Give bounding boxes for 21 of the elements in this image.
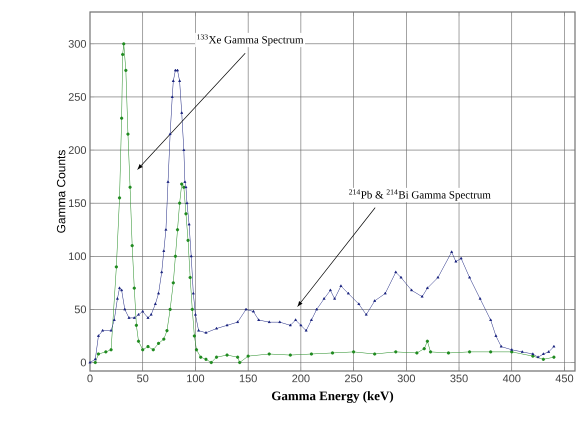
x-tick-label: 150 [240, 374, 257, 382]
x-tick-label: 50 [137, 374, 148, 382]
x-tick-label: 100 [187, 374, 204, 382]
x-tick-label: 0 [87, 374, 93, 382]
y-tick-label: 150 [69, 199, 86, 208]
x-tick-label: 350 [450, 374, 468, 382]
x-tick-label: 250 [344, 374, 362, 382]
annotation: $^{214}$Pb & $^{214}$Bi Gamma Spectrum [349, 189, 491, 201]
x-tick-label: 200 [292, 374, 310, 382]
y-tick-label: 250 [68, 93, 86, 101]
x-tick-label: 400 [502, 374, 520, 382]
annotation: $^{133}$Xe Gamma Spectrum [197, 34, 304, 46]
x-tick-label: 450 [556, 374, 574, 382]
y-tick-label: 300 [68, 40, 86, 48]
x-tick-label: 300 [398, 374, 416, 382]
x-axis-title: Gamma Energy (keV) [272, 391, 394, 403]
y-tick-label: 100 [69, 252, 86, 260]
y-tick-label: 200 [68, 146, 86, 154]
y-tick-label: 0 [80, 358, 86, 366]
y-tick-label: 50 [74, 306, 86, 314]
y-axis-title: Gamma Counts [56, 150, 66, 233]
